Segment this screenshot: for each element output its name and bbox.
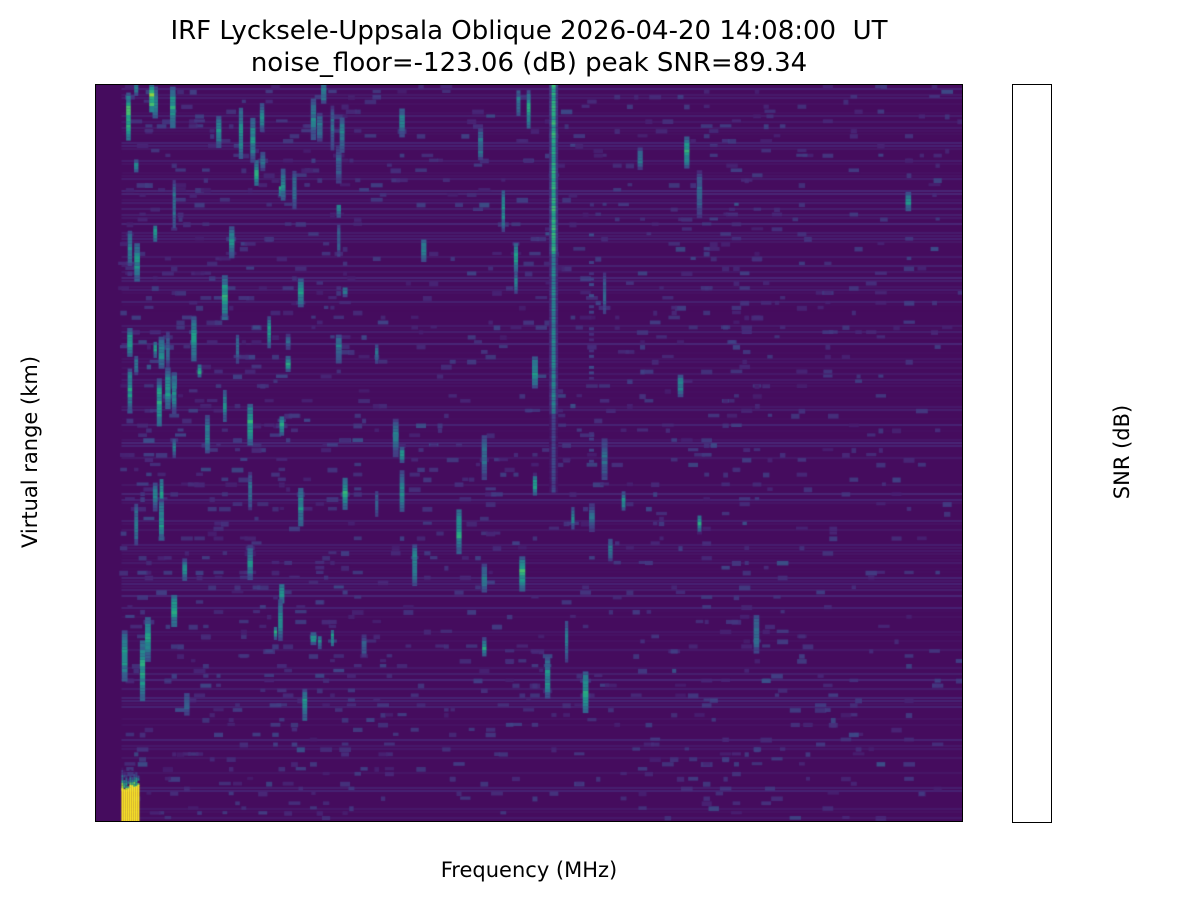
plot-title-line1: IRF Lycksele-Uppsala Oblique 2026-04-20 …	[170, 16, 888, 46]
plot-frame	[95, 84, 963, 822]
colorbar	[1012, 84, 1052, 823]
y-axis-label: Virtual range (km)	[18, 355, 42, 549]
x-axis-label: Frequency (MHz)	[440, 858, 618, 882]
heatmap-canvas	[96, 85, 962, 821]
colorbar-label: SNR (dB)	[1110, 404, 1134, 500]
plot-title-line2: noise_floor=-123.06 (dB) peak SNR=89.34	[250, 48, 808, 78]
